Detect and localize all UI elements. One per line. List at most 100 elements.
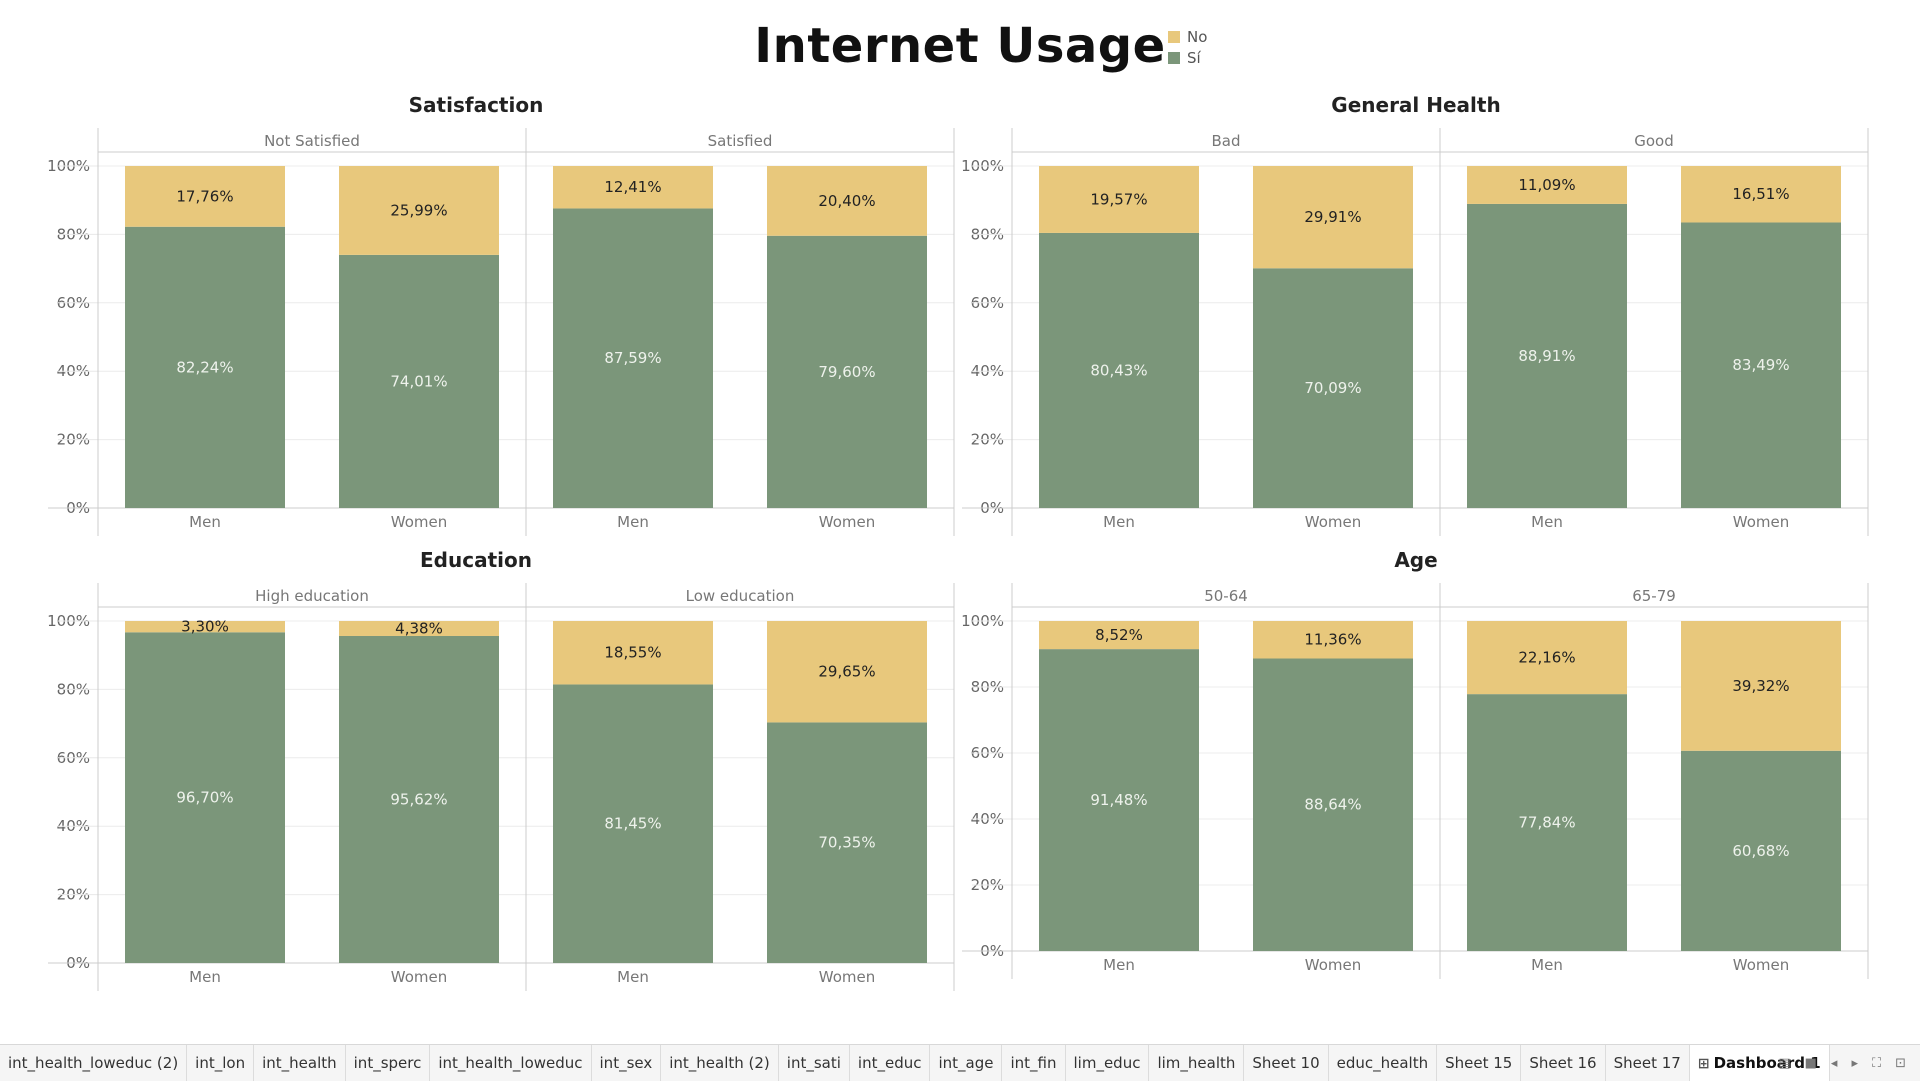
sheet-tab-label: int_health_loweduc (2)	[8, 1054, 179, 1072]
sheet-tab[interactable]: int_health_loweduc	[430, 1045, 592, 1081]
x-category-label: Men	[189, 513, 221, 531]
bar-segment-si[interactable]	[1039, 232, 1199, 509]
dashboard-grid-icon: ⊞	[1697, 1056, 1710, 1072]
sheet-tab-label: int_sex	[599, 1054, 653, 1072]
sheet-tabs: int_health_loweduc (2) int_lon int_health i…	[0, 1045, 1830, 1081]
show-tabs-icon[interactable]: ■	[1804, 1055, 1817, 1071]
x-category-label: Women	[391, 513, 447, 531]
bar-segment-si[interactable]	[553, 208, 713, 508]
data-label: 80,43%	[1090, 361, 1147, 379]
bar-segment-si[interactable]	[125, 632, 285, 963]
bar-segment-si[interactable]	[1467, 694, 1627, 951]
sheet-tab-label: lim_health	[1157, 1054, 1236, 1072]
bar-segment-si[interactable]	[553, 684, 713, 963]
sheet-tab-label: int_sati	[786, 1054, 841, 1072]
data-label: 25,99%	[390, 201, 447, 219]
data-label: 88,91%	[1518, 347, 1575, 365]
facet-label: 50-64	[1204, 587, 1248, 605]
bar-segment-no[interactable]	[553, 166, 713, 209]
bar-segment-no[interactable]	[339, 166, 499, 255]
bar-segment-si[interactable]	[1681, 750, 1841, 951]
bar-segment-si[interactable]	[1681, 222, 1841, 508]
sheet-tab[interactable]: educ_health	[1329, 1045, 1438, 1081]
presentation-icon[interactable]: ⊡	[1895, 1055, 1906, 1071]
sheet-tab[interactable]: Sheet 17	[1606, 1045, 1690, 1081]
sheet-tab[interactable]: Sheet 16	[1521, 1045, 1606, 1081]
scroll-right-icon[interactable]: ▸	[1851, 1055, 1858, 1071]
data-label: 81,45%	[604, 815, 661, 833]
sheet-tab[interactable]: int_health	[254, 1045, 346, 1081]
show-filmstrip-icon[interactable]: ▤	[1778, 1055, 1791, 1071]
bar-segment-no[interactable]	[1467, 166, 1627, 204]
chart-age[interactable]: 0%20%40%60%80%100%50-6491,48%8,52%Men88,…	[961, 583, 1869, 979]
chart-title-education: Education	[420, 548, 532, 572]
sheet-tab[interactable]: Sheet 10	[1244, 1045, 1329, 1081]
bar-segment-si[interactable]	[1467, 203, 1627, 508]
bar-segment-si[interactable]	[767, 235, 927, 508]
sheet-tab-label: lim_educ	[1073, 1054, 1141, 1072]
bar-segment-no[interactable]	[1681, 166, 1841, 223]
bar-segment-si[interactable]	[1253, 268, 1413, 508]
sheet-tab[interactable]: int_lon	[187, 1045, 255, 1081]
sheet-tab-label: Sheet 17	[1613, 1054, 1681, 1072]
sheet-tab[interactable]: int_sperc	[346, 1045, 431, 1081]
chart-satisfaction[interactable]: 0%20%40%60%80%100%Not Satisfied82,24%17,…	[47, 128, 955, 536]
bar-segment-no[interactable]	[1253, 166, 1413, 269]
sheet-tab[interactable]: int_health_loweduc (2)	[0, 1045, 188, 1081]
bar-segment-si[interactable]	[767, 722, 927, 963]
sheet-tab[interactable]: lim_health	[1149, 1045, 1245, 1081]
legend-item-no[interactable]: No	[1168, 26, 1207, 47]
bar-segment-no[interactable]	[767, 621, 927, 723]
bar-segment-no[interactable]	[767, 166, 927, 236]
sheet-tab[interactable]: ⊞ Dashboard 1	[1689, 1045, 1830, 1081]
sheet-tab[interactable]: lim_educ	[1066, 1045, 1150, 1081]
bar-segment-no[interactable]	[1039, 166, 1199, 233]
bar-segment-no[interactable]	[1039, 621, 1199, 650]
sheet-tab[interactable]: int_educ	[850, 1045, 931, 1081]
data-label: 88,64%	[1304, 796, 1361, 814]
facet-label: High education	[255, 587, 369, 605]
bar-segment-no[interactable]	[125, 621, 285, 633]
bar-segment-no[interactable]	[553, 621, 713, 685]
legend-swatch-no	[1168, 30, 1180, 43]
sheet-tab[interactable]: int_sex	[592, 1045, 662, 1081]
data-label: 12,41%	[604, 178, 661, 196]
bar-segment-no[interactable]	[125, 166, 285, 227]
bar-segment-no[interactable]	[339, 621, 499, 636]
chart-general-health[interactable]: 0%20%40%60%80%100%Bad80,43%19,57%Men70,0…	[961, 128, 1869, 536]
bar-segment-si[interactable]	[339, 254, 499, 508]
legend-item-si[interactable]: Sí	[1168, 47, 1207, 68]
legend-label-si: Sí	[1187, 48, 1201, 67]
x-category-label: Women	[1733, 956, 1789, 974]
data-label: 29,65%	[818, 663, 875, 681]
sheet-tab-label: int_health	[262, 1054, 337, 1072]
bar-segment-si[interactable]	[125, 226, 285, 508]
bar-segment-no[interactable]	[1681, 621, 1841, 751]
sheet-tab[interactable]: int_fin	[1002, 1045, 1066, 1081]
sheet-tab-label: int_health (2)	[669, 1054, 770, 1072]
bar-segment-no[interactable]	[1467, 621, 1627, 695]
data-label: 4,38%	[395, 619, 443, 637]
sheet-tab[interactable]: int_health (2)	[661, 1045, 779, 1081]
scroll-left-icon[interactable]: ◂	[1830, 1055, 1838, 1071]
chart-title-satisfaction: Satisfaction	[408, 93, 544, 117]
color-legend[interactable]: No Sí	[1168, 26, 1207, 68]
facet-label: Good	[1634, 132, 1674, 150]
data-label: 22,16%	[1518, 649, 1575, 667]
bar-segment-si[interactable]	[1253, 658, 1413, 951]
fullscreen-icon[interactable]: ⛶	[1871, 1055, 1882, 1071]
sheet-tab[interactable]: Sheet 15	[1437, 1045, 1522, 1081]
data-label: 87,59%	[604, 349, 661, 367]
sheet-tab[interactable]: int_sati	[779, 1045, 850, 1081]
data-label: 11,09%	[1518, 176, 1575, 194]
x-category-label: Men	[1103, 956, 1135, 974]
legend-label-no: No	[1187, 27, 1208, 46]
data-label: 19,57%	[1090, 190, 1147, 208]
bar-segment-si[interactable]	[339, 635, 499, 963]
bar-segment-no[interactable]	[1253, 621, 1413, 659]
data-label: 95,62%	[390, 790, 447, 808]
bar-segment-si[interactable]	[1039, 649, 1199, 951]
chart-education[interactable]: 0%20%40%60%80%100%High education96,70%3,…	[47, 583, 955, 991]
sheet-tab[interactable]: int_age	[930, 1045, 1003, 1081]
tab-navigation: ▤ ■ ◂ ▸ ⛶ ⊡	[1778, 1045, 1906, 1081]
